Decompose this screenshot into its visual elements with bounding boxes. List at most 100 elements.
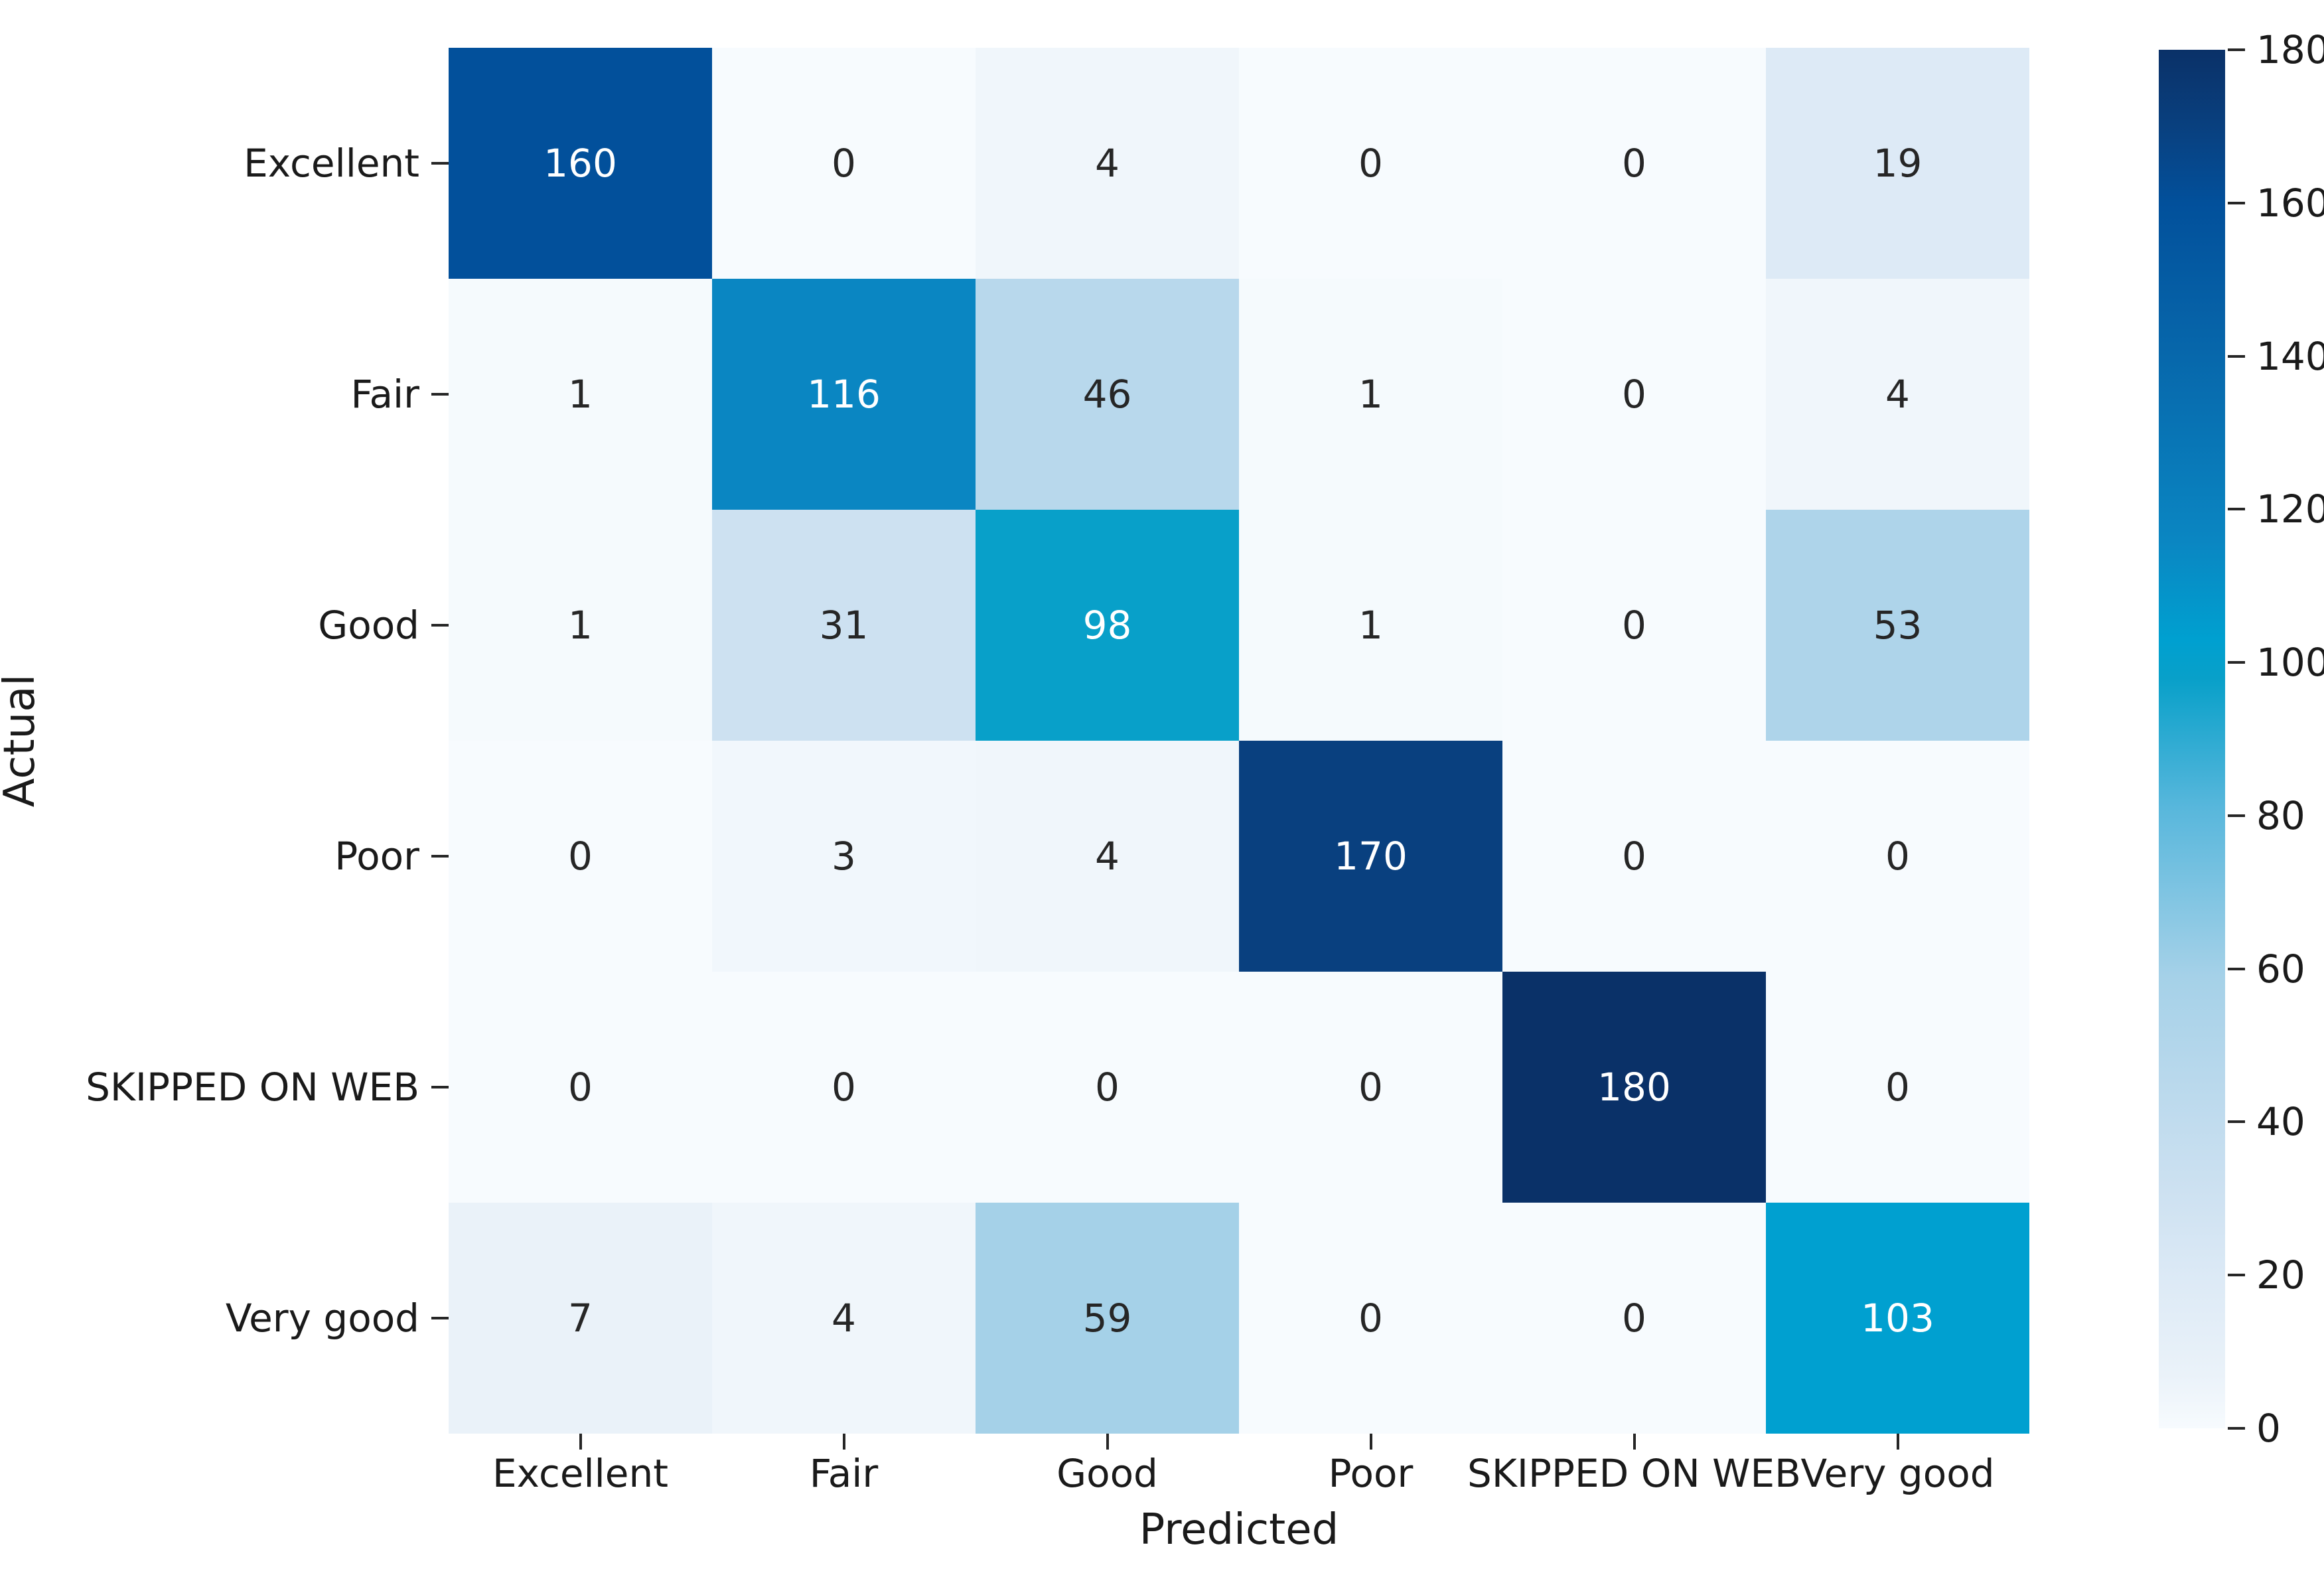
y-tick-label: Excellent xyxy=(244,141,419,186)
x-tick-label: Poor xyxy=(1328,1451,1414,1496)
heatmap-grid: 160 0 4 0 0 19 1 116 46 1 0 4 1 31 98 1 0 53 0 3 4 170 0 0 0 0 0 0 1… xyxy=(449,48,2029,1434)
heatmap-cell: 0 xyxy=(1502,279,1766,510)
x-tick-mark xyxy=(1896,1434,1899,1450)
x-tick-label: Excellent xyxy=(492,1451,668,1496)
colorbar-tick-label: 100 xyxy=(2256,640,2324,686)
heatmap-cell: 116 xyxy=(712,279,976,510)
colorbar-tick-mark xyxy=(2228,354,2245,358)
heatmap-cell: 4 xyxy=(712,1203,976,1434)
cell-value: 46 xyxy=(1082,372,1132,417)
cell-value: 160 xyxy=(544,141,617,186)
colorbar-tick-mark xyxy=(2228,1274,2245,1277)
heatmap-cell: 31 xyxy=(712,510,976,741)
heatmap-cell: 1 xyxy=(449,279,712,510)
y-tick-mark xyxy=(431,1317,449,1319)
y-tick-mark xyxy=(431,1086,449,1088)
cell-value: 0 xyxy=(1885,1065,1910,1110)
heatmap-cell: 1 xyxy=(1239,510,1502,741)
colorbar-tick-mark xyxy=(2228,814,2245,817)
x-axis-title: Predicted xyxy=(1139,1505,1339,1554)
heatmap-cell: 4 xyxy=(1766,279,2029,510)
cell-value: 59 xyxy=(1082,1296,1132,1341)
x-tick-label: Good xyxy=(1056,1451,1158,1496)
x-tick-mark xyxy=(1633,1434,1636,1450)
heatmap-cell: 19 xyxy=(1766,48,2029,279)
cell-value: 4 xyxy=(1095,834,1120,879)
heatmap-cell: 0 xyxy=(1502,741,1766,972)
x-tick-mark xyxy=(1369,1434,1372,1450)
colorbar-tick-mark xyxy=(2228,1120,2245,1124)
cell-value: 0 xyxy=(568,1065,593,1110)
cell-value: 53 xyxy=(1873,603,1923,648)
colorbar-tick-mark xyxy=(2228,508,2245,511)
y-tick-mark xyxy=(431,855,449,858)
heatmap-cell: 3 xyxy=(712,741,976,972)
heatmap-cell: 103 xyxy=(1766,1203,2029,1434)
colorbar xyxy=(2159,50,2225,1428)
heatmap-cell: 0 xyxy=(1239,972,1502,1203)
colorbar-tick-label: 140 xyxy=(2256,333,2324,379)
heatmap-cell: 0 xyxy=(1766,972,2029,1203)
y-tick-label: Very good xyxy=(225,1296,419,1341)
cell-value: 0 xyxy=(1358,1065,1383,1110)
cell-value: 19 xyxy=(1873,141,1923,186)
cell-value: 7 xyxy=(568,1296,593,1341)
heatmap-cell: 4 xyxy=(976,741,1239,972)
cell-value: 0 xyxy=(1358,141,1383,186)
cell-value: 0 xyxy=(832,1065,856,1110)
colorbar-tick-label: 60 xyxy=(2256,946,2305,992)
y-axis-title: Actual xyxy=(0,674,44,808)
cell-value: 0 xyxy=(832,141,856,186)
heatmap-cell: 0 xyxy=(712,48,976,279)
cell-value: 4 xyxy=(832,1296,856,1341)
cell-value: 3 xyxy=(832,834,856,879)
colorbar-tick-label: 40 xyxy=(2256,1099,2305,1145)
x-tick-label: Fair xyxy=(809,1451,879,1496)
cell-value: 170 xyxy=(1334,834,1408,879)
cell-value: 0 xyxy=(1622,603,1646,648)
heatmap-cell: 0 xyxy=(1766,741,2029,972)
heatmap-cell: 0 xyxy=(1502,1203,1766,1434)
cell-value: 180 xyxy=(1597,1065,1671,1110)
x-tick-mark xyxy=(579,1434,582,1450)
colorbar-tick-mark xyxy=(2228,661,2245,664)
heatmap-cell: 1 xyxy=(449,510,712,741)
cell-value: 98 xyxy=(1082,603,1132,648)
heatmap-cell: 4 xyxy=(976,48,1239,279)
cell-value: 103 xyxy=(1861,1296,1934,1341)
cell-value: 0 xyxy=(1622,372,1646,417)
colorbar-tick-mark xyxy=(2228,1427,2245,1430)
colorbar-tick-mark xyxy=(2228,201,2245,204)
cell-value: 0 xyxy=(1622,141,1646,186)
y-tick-mark xyxy=(431,162,449,165)
cell-value: 0 xyxy=(568,834,593,879)
heatmap-cell: 1 xyxy=(1239,279,1502,510)
x-tick-label: SKIPPED ON WEB xyxy=(1467,1451,1801,1496)
cell-value: 0 xyxy=(1358,1296,1383,1341)
cell-value: 0 xyxy=(1095,1065,1120,1110)
y-tick-mark xyxy=(431,624,449,627)
heatmap-cell: 7 xyxy=(449,1203,712,1434)
heatmap-cell: 0 xyxy=(712,972,976,1203)
y-tick-mark xyxy=(431,393,449,396)
cell-value: 1 xyxy=(1358,603,1383,648)
colorbar-tick-label: 120 xyxy=(2256,487,2324,532)
heatmap-cell: 0 xyxy=(1239,1203,1502,1434)
cell-value: 4 xyxy=(1095,141,1120,186)
colorbar-tick-label: 20 xyxy=(2256,1252,2305,1298)
y-tick-label: Fair xyxy=(350,372,419,417)
colorbar-tick-mark xyxy=(2228,48,2245,51)
heatmap-cell: 46 xyxy=(976,279,1239,510)
heatmap-cell: 0 xyxy=(976,972,1239,1203)
x-tick-label: Very good xyxy=(1800,1451,1995,1496)
y-tick-label: Poor xyxy=(334,834,419,879)
colorbar-tick-label: 80 xyxy=(2256,792,2305,838)
heatmap-cell: 0 xyxy=(449,972,712,1203)
cell-value: 1 xyxy=(568,603,593,648)
heatmap-cell: 0 xyxy=(449,741,712,972)
heatmap-cell: 0 xyxy=(1502,510,1766,741)
cell-value: 0 xyxy=(1885,834,1910,879)
y-tick-label: SKIPPED ON WEB xyxy=(86,1065,419,1110)
colorbar-tick-label: 160 xyxy=(2256,180,2324,226)
